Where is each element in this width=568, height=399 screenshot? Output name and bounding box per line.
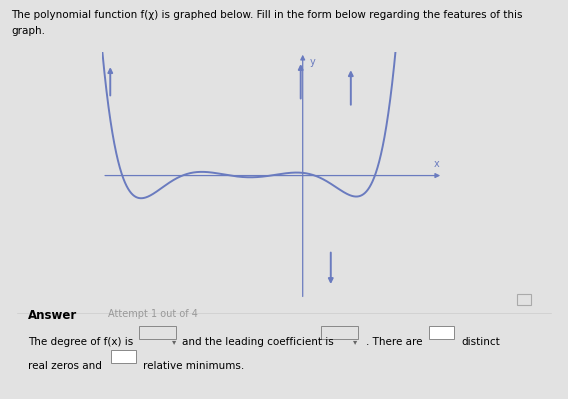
- Text: ▾: ▾: [172, 337, 176, 346]
- Text: The degree of f(x) is: The degree of f(x) is: [28, 337, 133, 347]
- Text: . There are: . There are: [366, 337, 423, 347]
- Text: y: y: [310, 57, 316, 67]
- Text: Attempt 1 out of 4: Attempt 1 out of 4: [108, 309, 198, 319]
- Text: real zeros and: real zeros and: [28, 361, 102, 371]
- Text: graph.: graph.: [11, 26, 45, 36]
- Text: distinct: distinct: [461, 337, 500, 347]
- Text: Answer: Answer: [28, 309, 78, 322]
- Text: and the leading coefficient is: and the leading coefficient is: [182, 337, 333, 347]
- Text: The polynomial function f(χ) is graphed below. Fill in the form below regarding : The polynomial function f(χ) is graphed …: [11, 10, 523, 20]
- Text: x: x: [434, 159, 440, 169]
- Text: relative minimums.: relative minimums.: [143, 361, 244, 371]
- Text: ▾: ▾: [353, 337, 357, 346]
